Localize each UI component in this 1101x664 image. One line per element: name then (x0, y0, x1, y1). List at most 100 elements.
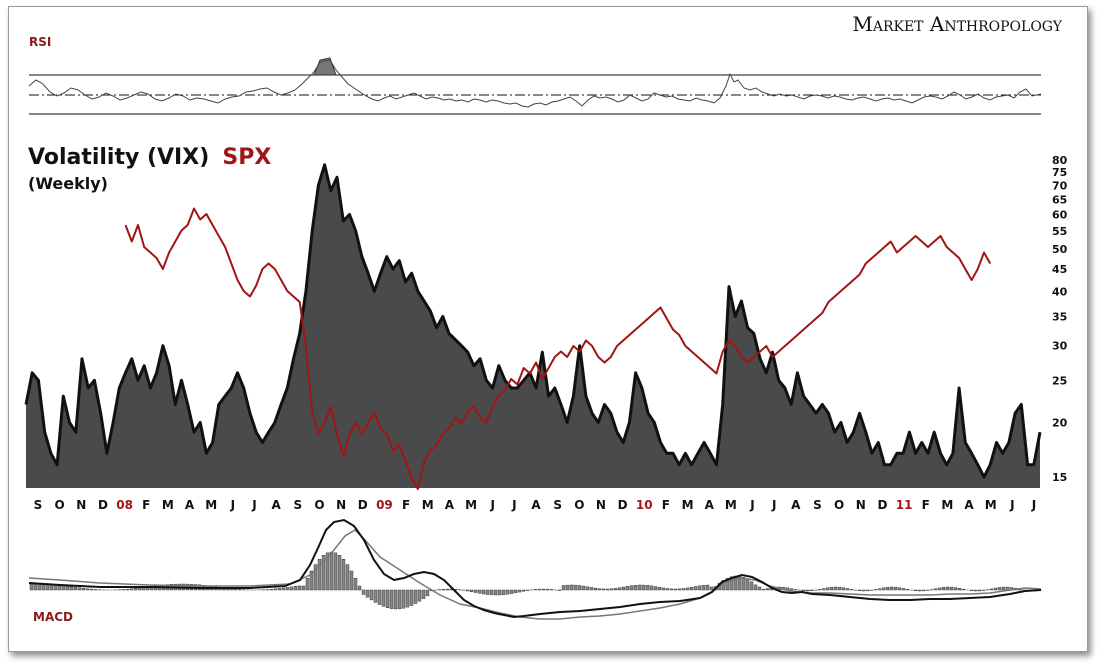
macd-histogram-bar (405, 589, 410, 608)
macd-histogram-bar (709, 586, 714, 591)
macd-histogram-bar (633, 585, 638, 591)
macd-histogram-bar (757, 586, 762, 591)
x-tick-label: F (402, 498, 410, 512)
macd-histogram-bar (829, 587, 834, 591)
macd-histogram-bar (817, 589, 822, 591)
macd-histogram-bar (837, 586, 842, 591)
macd-histogram-bar (921, 589, 926, 592)
x-tick-label: M (205, 498, 217, 512)
macd-histogram-bar (37, 583, 42, 591)
macd-label: MACD (33, 610, 73, 624)
macd-histogram-bar (501, 589, 506, 595)
macd-histogram-bar (613, 588, 618, 591)
macd-histogram-bar (905, 589, 910, 591)
y-tick-label: 50 (1052, 243, 1068, 256)
macd-histogram-bar (609, 588, 614, 591)
macd-histogram-bar (469, 589, 474, 592)
macd-histogram-bar (445, 588, 450, 591)
x-tick-label: M (682, 498, 694, 512)
macd-histogram-bar (645, 585, 650, 591)
x-tick-label: A (964, 498, 974, 512)
macd-histogram-bar (353, 578, 358, 591)
macd-histogram-bar (653, 586, 658, 591)
macd-histogram-bar (625, 586, 630, 591)
macd-histogram-bar (425, 589, 430, 597)
x-axis: S O N D 08 F M A M J J A S O N D 09 F M A M J J A S O N D 10 F M A M J J A S… (34, 498, 1037, 512)
macd-histogram-bar (413, 589, 418, 604)
macd-histogram-bar (669, 588, 674, 591)
macd-histogram-bar (917, 589, 922, 592)
x-tick-label: A (185, 498, 195, 512)
macd-histogram-bar (373, 589, 378, 603)
macd-histogram-bar (821, 588, 826, 591)
macd-histogram-bar (937, 587, 942, 591)
spx-line (124, 207, 992, 490)
y-tick-label: 60 (1052, 208, 1068, 221)
macd-histogram-bar (409, 589, 414, 606)
macd-histogram-bar (477, 589, 482, 594)
macd-histogram-bar (289, 586, 294, 591)
x-tick-label: J (251, 498, 256, 512)
macd-histogram-bar (309, 570, 314, 591)
macd-histogram-bar (329, 551, 334, 591)
y-tick-label: 30 (1052, 340, 1068, 353)
x-tick-label: F (922, 498, 930, 512)
macd-histogram-bar (337, 555, 342, 591)
x-tick-label: O (834, 498, 844, 512)
x-tick-label: O (55, 498, 65, 512)
macd-histogram-bar (877, 588, 882, 591)
macd-signal-line (28, 529, 1042, 620)
macd-histogram-bar (885, 587, 890, 591)
x-tick-label: J (1031, 498, 1036, 512)
macd-histogram-bar (509, 589, 514, 594)
macd-histogram-bar (341, 559, 346, 591)
macd-histogram-bar (357, 585, 362, 591)
x-tick-label: S (34, 498, 43, 512)
macd-histogram-bar (93, 589, 98, 591)
macd-histogram-bar (269, 589, 274, 591)
macd-histogram-bar (65, 585, 70, 591)
macd-histogram-bar (825, 587, 830, 591)
macd-histogram-bar (753, 584, 758, 591)
macd-histogram-bar (541, 588, 546, 591)
y-tick-label: 80 (1052, 154, 1068, 167)
macd-histogram-bar (513, 589, 518, 594)
macd-histogram-bar (729, 576, 734, 591)
macd-histogram-bar (465, 589, 470, 592)
macd-histogram-bar (525, 589, 530, 591)
macd-histogram-bar (857, 589, 862, 591)
macd-histogram-bar (889, 586, 894, 591)
macd-histogram-bar (649, 585, 654, 591)
x-tick-label: D (618, 498, 628, 512)
macd-histogram-bar (549, 589, 554, 591)
macd-histogram-bar (493, 589, 498, 596)
macd-histogram-bar (657, 587, 662, 591)
macd-histogram-bar (849, 589, 854, 591)
macd-histogram-bar (841, 587, 846, 591)
macd-histogram-bar (349, 570, 354, 591)
macd-histogram-bar (845, 588, 850, 591)
y-tick-label: 65 (1052, 193, 1067, 206)
macd-histogram-bar (273, 588, 278, 591)
x-tick-label: O (574, 498, 584, 512)
macd-histogram-bar (85, 588, 90, 591)
macd-histogram-bar (557, 589, 562, 591)
macd-histogram-bar (361, 589, 366, 595)
macd-histogram-bar (605, 588, 610, 591)
macd-histogram-bar (933, 588, 938, 591)
x-tick-label: D (98, 498, 108, 512)
macd-histogram-bar (697, 585, 702, 591)
main-subtitle: (Weekly) (28, 174, 108, 193)
macd-histogram-bar (749, 581, 754, 591)
macd-histogram-bar (601, 588, 606, 591)
macd-histogram-bar (281, 587, 286, 591)
vix-area (26, 164, 1040, 489)
macd-histogram-bar (681, 588, 686, 591)
macd-histogram-bar (725, 577, 730, 591)
macd-histogram-bar (233, 588, 238, 591)
macd-histogram-bar (73, 587, 78, 591)
macd-histogram-bar (33, 583, 38, 591)
macd-histogram-bar (77, 587, 82, 591)
